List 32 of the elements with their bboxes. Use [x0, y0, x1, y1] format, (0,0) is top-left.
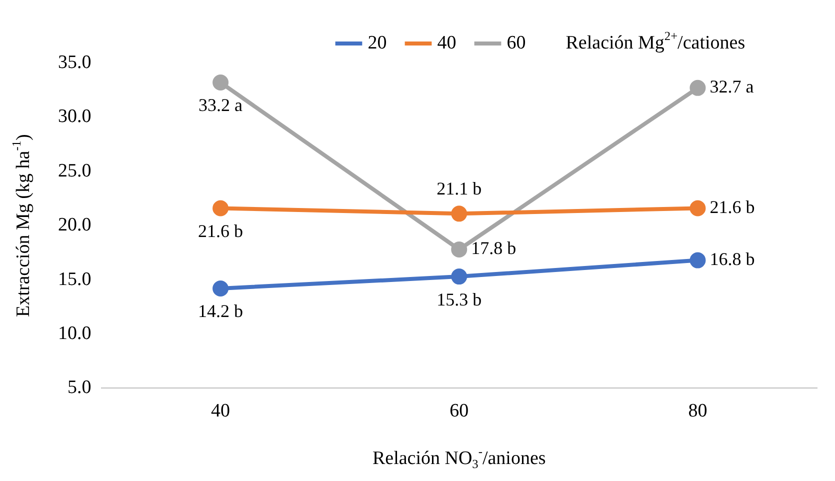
point	[690, 200, 706, 216]
point	[451, 268, 468, 285]
legend-label: 40	[437, 32, 456, 54]
x-tick-label: 60	[450, 400, 469, 422]
legend-label: 60	[506, 32, 526, 54]
point	[690, 252, 706, 268]
y-tick-label: 30.0	[58, 106, 92, 128]
data-label: 21.1 b	[436, 178, 482, 198]
data-label: 16.8 b	[710, 249, 755, 270]
y-tick-label: 10.0	[58, 322, 92, 344]
legend-label: 20	[368, 32, 387, 54]
y-tick-label: 25.0	[58, 160, 92, 182]
data-label: 17.8 b	[471, 238, 516, 258]
y-tick-label: 35.0	[58, 52, 92, 73]
data-label: 32.7 a	[710, 76, 754, 97]
data-label: 14.2 b	[198, 301, 244, 322]
data-label: 15.3 b	[436, 289, 482, 310]
data-label: 21.6 b	[198, 220, 244, 241]
point	[451, 206, 468, 222]
point	[212, 200, 229, 216]
x-tick-label: 40	[211, 400, 230, 422]
point	[690, 80, 706, 96]
data-label: 21.6 b	[710, 196, 755, 217]
x-tick-label: 80	[688, 400, 708, 422]
point	[212, 280, 229, 296]
y-tick-label: 20.0	[58, 214, 92, 236]
y-axis-title: Extracción Mg (kg ha-1)	[10, 134, 34, 317]
data-label: 33.2 a	[198, 95, 243, 116]
point	[451, 241, 468, 258]
y-tick-label: 5.0	[68, 377, 92, 398]
point	[212, 74, 229, 91]
y-tick-label: 15.0	[58, 268, 92, 290]
